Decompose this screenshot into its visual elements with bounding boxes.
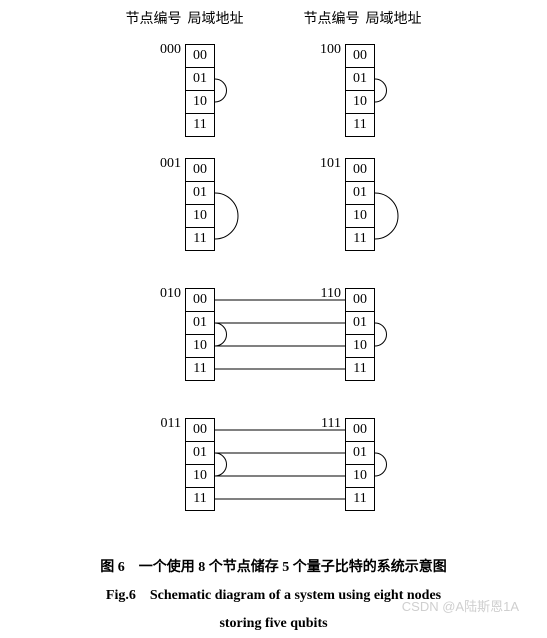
watermark: CSDN @A陆斯恩1A: [402, 596, 519, 615]
cell: 11: [186, 488, 214, 510]
header-local-addr-label: 局域地址: [188, 8, 244, 28]
node-111: 11100011011: [345, 418, 375, 511]
cell: 01: [186, 68, 214, 91]
cell: 01: [346, 182, 374, 205]
cell: 01: [186, 312, 214, 335]
node-cells: 00011011: [345, 44, 375, 137]
cell: 01: [346, 312, 374, 335]
cell: 00: [186, 289, 214, 312]
caption-zh: 图 6 一个使用 8 个节点储存 5 个量子比特的系统示意图: [0, 554, 547, 582]
cell: 10: [346, 335, 374, 358]
link-overlay: [0, 28, 547, 548]
cell: 00: [346, 45, 374, 68]
cell: 11: [346, 114, 374, 136]
cell: 11: [346, 228, 374, 250]
node-id-label: 010: [160, 286, 181, 302]
node-010: 01000011011: [185, 288, 215, 381]
cell: 00: [346, 289, 374, 312]
cell: 11: [346, 358, 374, 380]
cell: 01: [186, 442, 214, 465]
node-100: 10000011011: [345, 44, 375, 137]
cell: 00: [346, 419, 374, 442]
node-id-label: 101: [320, 156, 341, 172]
cell: 00: [186, 159, 214, 182]
cell: 10: [186, 205, 214, 228]
column-headers: 节点编号 局域地址 节点编号 局域地址: [0, 0, 547, 28]
cell: 00: [346, 159, 374, 182]
cell: 11: [186, 228, 214, 250]
cell: 10: [346, 205, 374, 228]
cell: 10: [186, 335, 214, 358]
cell: 10: [346, 91, 374, 114]
cell: 10: [186, 91, 214, 114]
cell: 00: [186, 419, 214, 442]
node-011: 01100011011: [185, 418, 215, 511]
header-right: 节点编号 局域地址: [304, 8, 422, 28]
node-cells: 00011011: [185, 158, 215, 251]
node-cells: 00011011: [185, 418, 215, 511]
node-cells: 00011011: [345, 288, 375, 381]
header-local-addr-label: 局域地址: [366, 8, 422, 28]
cell: 10: [346, 465, 374, 488]
node-000: 00000011011: [185, 44, 215, 137]
header-left: 节点编号 局域地址: [126, 8, 244, 28]
cell: 01: [346, 442, 374, 465]
node-cells: 00011011: [185, 288, 215, 381]
node-id-label: 110: [321, 286, 341, 302]
header-node-id-label: 节点编号: [304, 8, 360, 28]
cell: 01: [346, 68, 374, 91]
cell: 00: [186, 45, 214, 68]
node-id-label: 011: [161, 416, 181, 432]
node-001: 00100011011: [185, 158, 215, 251]
cell: 01: [186, 182, 214, 205]
cell: 10: [186, 465, 214, 488]
node-cells: 00011011: [345, 158, 375, 251]
node-id-label: 001: [160, 156, 181, 172]
header-node-id-label: 节点编号: [126, 8, 182, 28]
node-cells: 00011011: [185, 44, 215, 137]
node-110: 11000011011: [345, 288, 375, 381]
node-101: 10100011011: [345, 158, 375, 251]
node-id-label: 111: [321, 416, 341, 432]
node-cells: 00011011: [345, 418, 375, 511]
cell: 11: [186, 114, 214, 136]
cell: 11: [346, 488, 374, 510]
node-id-label: 000: [160, 42, 181, 58]
diagram-area: 0000001101110000011011001000110111010001…: [0, 28, 547, 548]
node-id-label: 100: [320, 42, 341, 58]
cell: 11: [186, 358, 214, 380]
